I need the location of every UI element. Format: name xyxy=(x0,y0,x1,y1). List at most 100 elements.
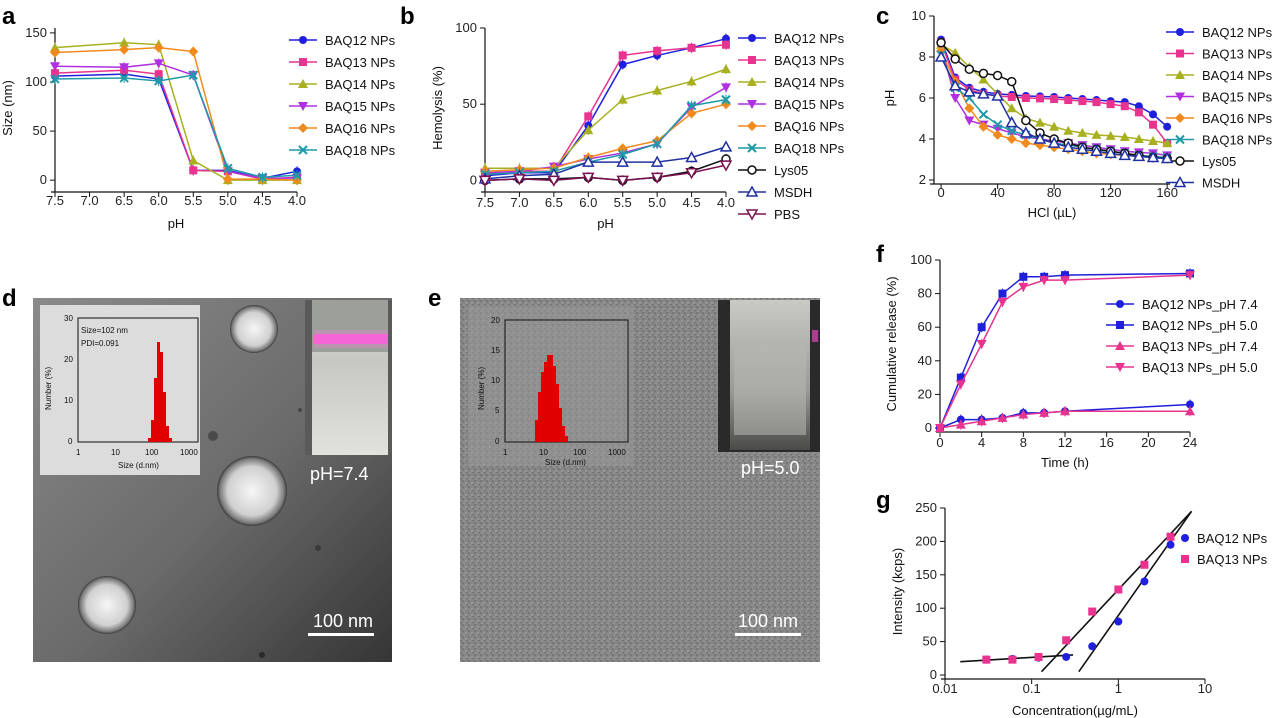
inset-ylabel: Number (%) xyxy=(477,367,486,410)
data-point xyxy=(1162,138,1173,148)
legend-marker xyxy=(748,56,756,64)
data-point xyxy=(1039,407,1050,417)
inset-ytick: 5 xyxy=(495,406,500,415)
x-axis-label: Concentration(µg/mL) xyxy=(1012,703,1138,718)
debris-speck xyxy=(259,652,265,658)
data-point xyxy=(1186,400,1194,409)
x-tick-label: 0 xyxy=(936,435,943,450)
debris-speck xyxy=(208,431,218,441)
data-point xyxy=(686,101,697,111)
data-point xyxy=(1020,138,1031,149)
data-point xyxy=(1005,116,1018,128)
legend-marker xyxy=(299,36,307,44)
data-point xyxy=(935,424,945,433)
data-point xyxy=(978,68,989,79)
data-point xyxy=(650,172,664,184)
data-point xyxy=(119,73,129,83)
legend-label: BAQ13 NPs_pH 7.4 xyxy=(1142,339,1258,354)
chart-a-size-vs-ph: 0 50 100 150 7.5 7.0 6.5 6.0 5.5 5.0 4.5 4.0 pH Size … xyxy=(0,25,396,231)
data-point xyxy=(292,170,302,180)
legend-marker xyxy=(1175,156,1185,166)
data-point xyxy=(1018,409,1029,419)
data-point xyxy=(976,340,987,349)
laser-beam xyxy=(314,334,388,344)
data-point xyxy=(1077,127,1088,137)
data-point xyxy=(1021,115,1031,126)
hist-bar xyxy=(535,420,538,442)
data-point xyxy=(977,323,986,332)
y-tick-label: 100 xyxy=(455,20,477,35)
data-point xyxy=(1114,585,1123,594)
dls-histogram-inset: 20 15 10 5 0 1 10 100 1000 Size (d.nm) N… xyxy=(468,306,633,467)
hist-bar xyxy=(160,352,163,442)
legend-label: Lys05 xyxy=(774,163,808,178)
hist-bar xyxy=(559,408,562,442)
data-point xyxy=(1120,102,1129,111)
data-point xyxy=(934,50,948,62)
panel-letter-c: c xyxy=(876,3,889,30)
scale-bar-d xyxy=(308,633,374,636)
series-baq13-nps-ph-5-0: BAQ13 NPs_pH 5.0 xyxy=(935,270,1258,433)
data-point xyxy=(1061,140,1075,152)
inset-pdi-text: PDI=0.091 xyxy=(81,339,120,348)
data-point xyxy=(992,129,1003,140)
data-point xyxy=(719,160,733,172)
data-point xyxy=(616,175,629,187)
data-point xyxy=(1149,110,1158,119)
data-point xyxy=(1119,131,1130,141)
y-tick-label: 50 xyxy=(33,123,47,138)
data-point xyxy=(686,76,697,86)
legend-marker xyxy=(1181,534,1189,542)
legend-label: BAQ18 NPs xyxy=(1202,133,1273,148)
legend-label: BAQ15 NPs xyxy=(325,99,396,114)
legend-marker xyxy=(1175,70,1185,79)
y-tick-label: 100 xyxy=(915,600,937,615)
y-tick-label: 6 xyxy=(919,90,926,105)
data-point xyxy=(1140,560,1149,569)
data-point xyxy=(618,60,627,69)
chart-c-ph-titration: 2 4 6 8 10 0 40 80 120 160 HCl (µL) pH BAQ12 NPs BAQ1… xyxy=(882,8,1273,220)
legend-label: BAQ16 NPs xyxy=(774,119,845,134)
series-line xyxy=(939,410,1190,429)
x-axis-label: Time (h) xyxy=(1041,455,1089,470)
legend-marker xyxy=(1176,28,1184,36)
y-tick-label: 0 xyxy=(40,172,47,187)
data-point xyxy=(955,419,966,429)
data-point xyxy=(51,69,59,78)
legend-marker xyxy=(1175,92,1185,102)
series-msdh: MSDH xyxy=(934,50,1240,191)
data-point xyxy=(188,46,199,57)
x-tick-label: 6.0 xyxy=(579,195,597,210)
y-axis-label: Cumulative release (%) xyxy=(884,276,899,411)
x-axis-label: pH xyxy=(168,216,185,231)
inset-size-text: Size=102 nm xyxy=(81,326,128,335)
hist-bar xyxy=(154,378,157,442)
x-tick-label: 12 xyxy=(1058,435,1072,450)
data-point xyxy=(964,103,975,114)
legend-label: BAQ14 NPs xyxy=(774,75,845,90)
data-point xyxy=(1105,130,1116,140)
hist-bar xyxy=(553,366,556,442)
x-tick-label: 120 xyxy=(1100,185,1122,200)
data-point xyxy=(652,85,663,95)
data-point xyxy=(1114,617,1123,626)
panel-d-tem-image: Size=102 nm PDI=0.091 30 20 10 0 1 10 10… xyxy=(33,298,392,662)
data-point xyxy=(1078,97,1087,106)
data-point xyxy=(721,64,731,74)
data-point xyxy=(1185,271,1195,281)
y-tick-label: 20 xyxy=(918,386,932,401)
x-tick-label: 8 xyxy=(1020,435,1027,450)
legend-label: BAQ12 NPs xyxy=(1197,531,1268,546)
x-tick-label: 160 xyxy=(1156,185,1178,200)
hist-bar xyxy=(157,342,160,442)
data-point xyxy=(223,163,233,174)
legend-marker xyxy=(747,165,757,175)
y-tick-label: 8 xyxy=(919,49,926,64)
data-point xyxy=(1088,642,1097,651)
x-tick-label: 5.0 xyxy=(648,195,666,210)
legend-marker xyxy=(1175,113,1185,123)
data-point xyxy=(1035,94,1044,103)
x-tick-label: 7.5 xyxy=(46,193,64,208)
dls-histogram-inset: Size=102 nm PDI=0.091 30 20 10 0 1 10 10… xyxy=(40,305,200,475)
data-point xyxy=(1133,134,1144,143)
